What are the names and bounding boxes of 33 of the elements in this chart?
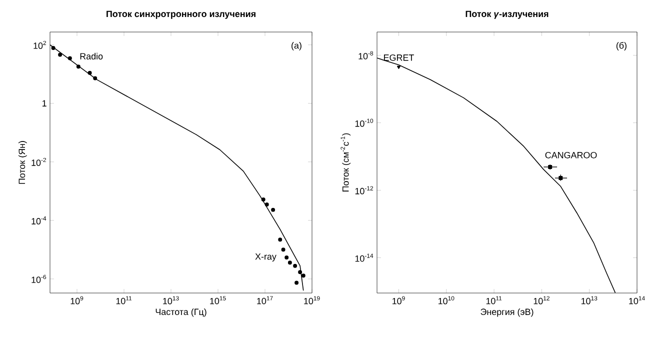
x-tick-label: 10$^{15}$ [210,296,226,304]
chart-title: Поток γ-излучения [466,10,548,19]
x-tick-label: 10$^{13}$ [163,296,179,304]
y-tick-label: 10$^{-10}$ [355,118,374,127]
x-tick-label: 10$^{10}$ [438,296,454,304]
x-axis-title: Частота (Гц) [156,308,206,317]
y-tick-label: 10$^{-12}$ [355,186,374,194]
y-tick-label: 10$^{2}$ [34,40,46,49]
y-axis-title: Поток (см$^{-2}$с$^{-1}$) [340,133,351,192]
y-tick-label: 10$^{-6}$ [32,274,46,283]
x-tick-label: 10$^{13}$ [581,296,598,304]
y-tick-label: 1 [42,100,46,106]
series-label: EGRET [384,54,414,61]
series-label: Radio [80,52,103,60]
annotation: (б) [616,42,626,50]
series-label: X-ray [255,253,276,262]
chart-title: Поток синхротронного излучения [106,10,256,19]
y-tick-label: 10$^{-4}$ [32,216,46,224]
x-tick-label: 10$^{9}$ [392,296,405,304]
annotation: (a) [292,42,302,50]
x-tick-label: 10$^{11}$ [486,296,502,304]
x-tick-label: 10$^{11}$ [116,296,132,304]
y-tick-label: 10$^{-8}$ [358,51,374,60]
x-tick-label: 10$^{14}$ [629,296,645,304]
x-tick-label: 10$^{17}$ [257,296,273,304]
x-axis-title: Энергия (эВ) [480,308,534,317]
series-label: CANGAROO [545,152,597,158]
x-tick-label: 10$^{9}$ [70,296,84,304]
y-tick-label: 10$^{-2}$ [32,158,46,166]
y-tick-label: 10$^{-14}$ [355,254,374,262]
y-axis-title: Поток (Ян) [18,141,27,184]
x-tick-label: 10$^{12}$ [534,296,550,304]
x-tick-label: 10$^{19}$ [304,296,320,304]
